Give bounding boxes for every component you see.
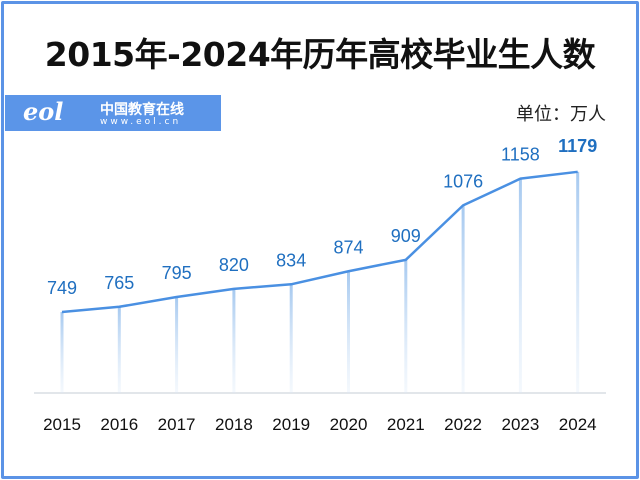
x-tick-label-2020: 2020 [330,415,368,434]
x-tick-label-2023: 2023 [501,415,539,434]
series-line [61,170,578,314]
drop-line-2024 [576,171,580,393]
data-label-2021: 909 [391,226,421,246]
eol-logo-banner: eol 中国教育在线 www.eol.cn [5,95,221,131]
drop-line-2017 [175,297,179,393]
x-tick-label-2024: 2024 [559,415,597,434]
unit-label: 单位：万人 [516,104,606,125]
x-tick-label-2016: 2016 [100,415,138,434]
drop-line-2022 [461,205,465,393]
x-tick-label-2021: 2021 [387,415,425,434]
data-label-2023: 1158 [501,145,540,165]
drop-line-2015 [60,312,64,393]
drop-line-2021 [404,259,408,393]
data-label-2018: 820 [219,255,249,275]
data-label-2024: 1179 [558,136,597,156]
drop-line-2023 [518,178,522,393]
eol-logo-url: www.eol.cn [100,117,182,127]
drop-line-2016 [117,306,121,393]
data-label-2015: 749 [47,278,77,298]
x-tick-label-2018: 2018 [215,415,253,434]
data-label-2020: 874 [333,237,363,257]
drop-line-2018 [232,288,236,393]
data-label-2016: 765 [104,273,134,293]
x-tick-label-2019: 2019 [272,415,310,434]
drop-line-2020 [347,271,350,393]
eol-logo-mark: eol [23,97,64,126]
x-tick-label-2022: 2022 [444,415,482,434]
x-tick-label-2015: 2015 [43,415,81,434]
data-label-2022: 1076 [443,171,483,191]
data-label-2017: 795 [162,263,192,283]
eol-logo-name: 中国教育在线 [100,102,184,118]
chart-title: 2015年-2024年历年高校毕业生人数 [44,35,596,74]
data-label-2019: 834 [276,250,306,270]
x-tick-label-2017: 2017 [158,415,196,434]
drop-line-2019 [289,284,293,393]
